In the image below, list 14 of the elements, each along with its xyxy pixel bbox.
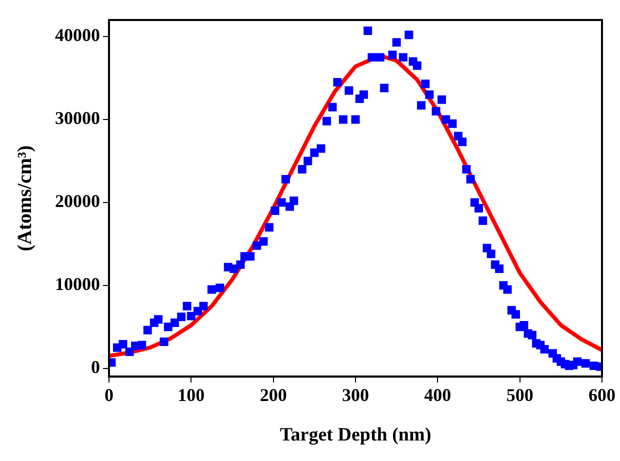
y-tick-label: 20000	[55, 191, 100, 212]
x-tick-label: 500	[506, 385, 534, 406]
y-tick-label: 10000	[55, 274, 100, 294]
y-axis-title: (Atoms/cm³)	[14, 145, 36, 252]
x-tick-label: 300	[342, 385, 369, 406]
x-tick-label: 100	[178, 385, 205, 406]
y-tick-label: 0	[91, 356, 100, 377]
y-tick-label: 40000	[55, 25, 100, 46]
x-tick-label: 200	[260, 385, 287, 406]
x-tick-label: 400	[424, 385, 452, 406]
x-tick-label: 0	[104, 385, 114, 406]
x-tick-label: 600	[588, 385, 616, 406]
x-axis-title: Target Depth (nm)	[280, 424, 432, 446]
y-tick-label: 30000	[55, 108, 100, 128]
